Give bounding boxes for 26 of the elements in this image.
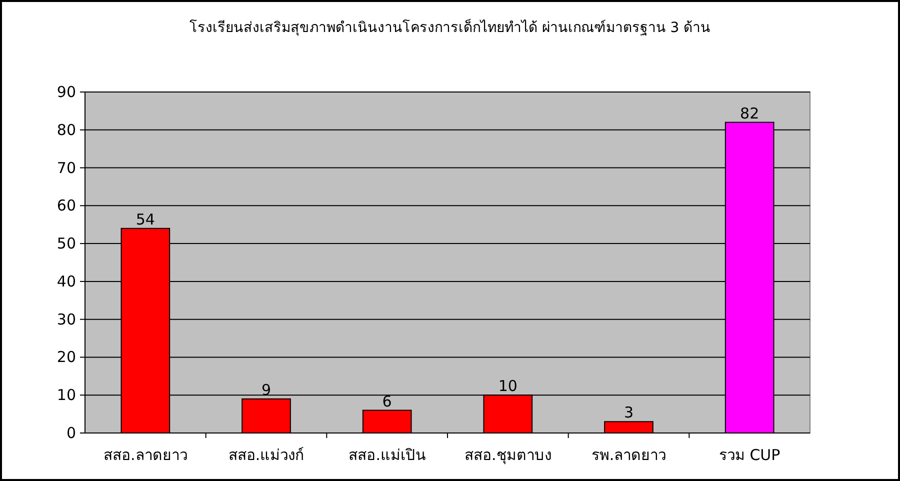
x-tick-label: รวม CUP — [718, 446, 780, 464]
y-tick-label: 50 — [56, 234, 76, 253]
chart-title: โรงเรียนส่งเสริมสุขภาพดำเนินงานโครงการเด็กไทยทำได้ ผ่านเกณฑ์มาตรฐาน 3 ด้าน — [189, 18, 711, 36]
data-label: 10 — [498, 377, 518, 396]
data-label: 54 — [136, 210, 155, 228]
y-tick-label: 80 — [56, 120, 76, 139]
y-tick-label: 30 — [56, 310, 76, 328]
x-tick-label: สสอ.แม่เปิน — [348, 446, 426, 464]
y-tick-label: 40 — [56, 272, 76, 290]
data-label: 6 — [382, 392, 392, 410]
y-tick-label: 90 — [56, 83, 76, 101]
y-tick-label: 60 — [56, 196, 76, 215]
x-tick-label: รพ.ลาดยาว — [591, 446, 666, 464]
data-label: 3 — [624, 404, 634, 422]
bar — [242, 398, 291, 434]
x-tick-label: สสอ.ลาดยาว — [104, 446, 188, 464]
y-tick-label: 0 — [66, 424, 76, 442]
y-tick-label: 10 — [56, 386, 76, 404]
y-tick-label: 70 — [56, 158, 76, 177]
x-tick-label: สสอ.แม่วงก์ — [228, 446, 304, 464]
x-tick-label: สสอ.ชุมตาบง — [464, 446, 552, 465]
bar — [362, 410, 412, 434]
bar — [604, 421, 654, 434]
data-label: 82 — [740, 104, 760, 122]
data-label: 9 — [261, 380, 272, 399]
y-tick-label: 20 — [56, 348, 76, 366]
